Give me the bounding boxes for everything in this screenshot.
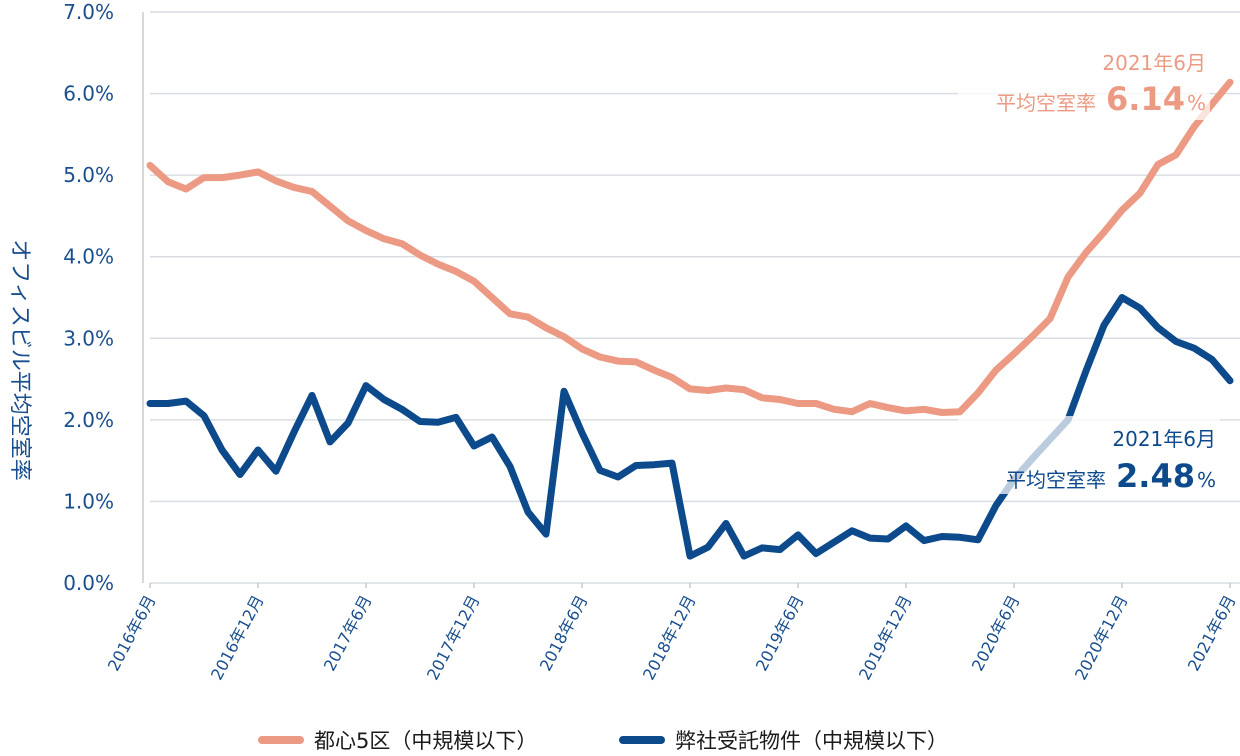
annotation-date: 2021年6月 xyxy=(1112,427,1216,451)
annotation-backdrop xyxy=(958,416,1220,494)
annotation-unit: % xyxy=(1197,468,1216,492)
legend-label-1: 弊社受託物件（中規模以下） xyxy=(675,729,948,753)
annotation-label: 平均空室率 xyxy=(996,91,1096,115)
y-tick-label: 6.0% xyxy=(63,82,114,106)
legend-label-0: 都心5区（中規模以下） xyxy=(314,729,537,753)
y-tick-label: 3.0% xyxy=(63,326,114,350)
y-tick-label: 7.0% xyxy=(63,0,114,24)
y-axis-title: オフィスビル平均空室率 xyxy=(7,239,32,481)
annotation-value: 2.48 xyxy=(1116,457,1195,495)
annotation-value-line: 平均空室率 6.14% xyxy=(996,80,1206,118)
annotation-value-line: 平均空室率 2.48% xyxy=(1006,457,1216,495)
annotation-backdrop xyxy=(958,42,1210,120)
y-tick-label: 1.0% xyxy=(63,489,114,513)
annotation-unit: % xyxy=(1187,91,1206,115)
y-tick-label: 0.0% xyxy=(63,571,114,595)
y-tick-label: 2.0% xyxy=(63,408,114,432)
annotation-value: 6.14 xyxy=(1106,80,1185,118)
y-tick-label: 4.0% xyxy=(63,245,114,269)
series-line-0 xyxy=(146,78,1234,416)
annotation-label: 平均空室率 xyxy=(1006,468,1106,492)
y-tick-label: 5.0% xyxy=(63,163,114,187)
legend: 都心5区（中規模以下） 弊社受託物件（中規模以下） xyxy=(258,729,948,753)
annotation-date: 2021年6月 xyxy=(1102,51,1206,75)
